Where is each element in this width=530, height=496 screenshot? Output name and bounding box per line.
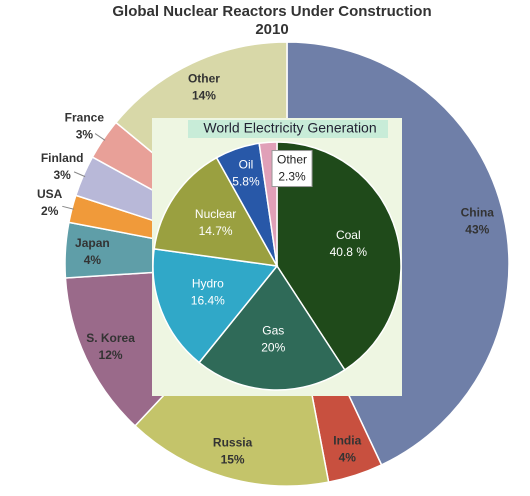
slice-label: Gas bbox=[262, 323, 284, 337]
slice-label: S. Korea bbox=[86, 331, 135, 345]
leader-line bbox=[94, 133, 106, 141]
slice-value: 2% bbox=[41, 204, 59, 218]
leader-line bbox=[73, 171, 86, 178]
slice-value: 2.3% bbox=[278, 170, 306, 184]
slice-label: China bbox=[461, 206, 495, 220]
slice-value: 20% bbox=[261, 340, 285, 354]
chart-title: Global Nuclear Reactors Under Constructi… bbox=[112, 3, 431, 20]
slice-label: Coal bbox=[336, 228, 361, 242]
inset-title: World Electricity Generation bbox=[203, 120, 376, 136]
leader-line bbox=[62, 205, 75, 210]
slice-label: Finland bbox=[41, 151, 84, 165]
slice-value: 15% bbox=[221, 452, 245, 466]
slice-value: 43% bbox=[465, 223, 489, 237]
slice-value: 40.8 % bbox=[330, 245, 368, 259]
slice-value: 14.7% bbox=[199, 224, 233, 238]
slice-label: Other bbox=[277, 153, 307, 167]
slice-value: 4% bbox=[84, 253, 102, 267]
slice-label: France bbox=[65, 110, 105, 124]
pie-slice bbox=[152, 248, 279, 364]
slice-value: 14% bbox=[192, 89, 216, 103]
slice-value: 5.8% bbox=[232, 175, 260, 189]
slice-label: Nuclear bbox=[195, 207, 236, 221]
pie-slice bbox=[153, 156, 279, 267]
slice-label: India bbox=[333, 434, 361, 448]
slice-value: 16.4% bbox=[191, 294, 225, 308]
slice-value: 4% bbox=[339, 451, 357, 465]
slice-label: Hydro bbox=[192, 277, 224, 291]
slice-label: USA bbox=[37, 187, 63, 201]
chart-subtitle: 2010 bbox=[255, 21, 288, 38]
slice-value: 3% bbox=[76, 127, 94, 141]
slice-label: Other bbox=[188, 72, 220, 86]
slice-label: Oil bbox=[239, 158, 254, 172]
slice-label: Russia bbox=[213, 435, 253, 449]
pie-slice bbox=[198, 264, 346, 391]
label-bg bbox=[271, 150, 313, 188]
slice-value: 3% bbox=[53, 168, 71, 182]
slice-value: 12% bbox=[99, 348, 123, 362]
slice-label: Japan bbox=[75, 236, 110, 250]
inset-title-bg bbox=[188, 120, 388, 138]
